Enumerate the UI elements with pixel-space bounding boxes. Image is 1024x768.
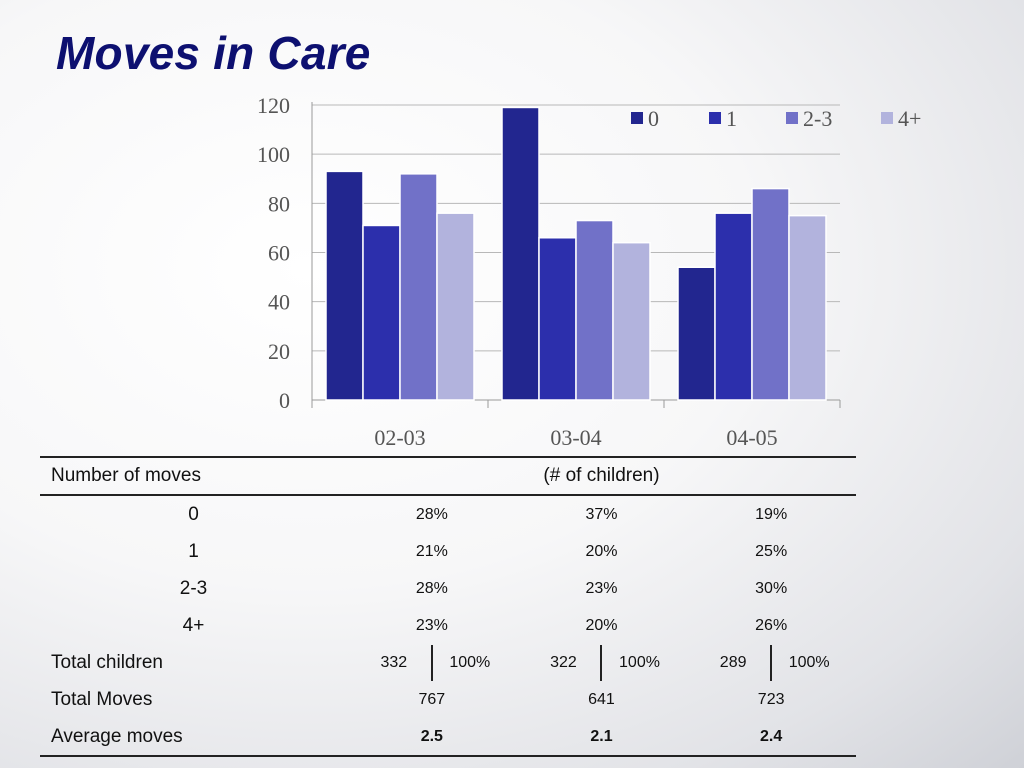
x-tick-label: 03-04 [550, 425, 601, 450]
x-tick-label: 04-05 [726, 425, 777, 450]
bar-1-02-03 [362, 224, 401, 401]
y-tick-label: 20 [268, 339, 290, 364]
children-percent: 100% [449, 653, 491, 671]
table-row: 2-3 28% 23% 30% [40, 570, 856, 607]
table-row: 1 21% 20% 25% [40, 533, 856, 570]
y-tick-label: 40 [268, 290, 290, 315]
children-count: 322 [550, 653, 577, 671]
children-count: 289 [719, 653, 747, 671]
moves-table: Number of moves (# of children) 0 28% 37… [40, 456, 856, 757]
cell-value: 2.5 [420, 727, 443, 745]
cell-value: 641 [588, 690, 615, 708]
bar-0-03-04 [501, 106, 540, 401]
cell-value: 2.4 [760, 727, 783, 745]
cell-split: 289 100% [686, 644, 856, 681]
cell-value: 2.1 [590, 727, 613, 745]
row-label: 2-3 [179, 577, 208, 599]
bar-4+-02-03 [436, 212, 475, 401]
bar-1-04-05 [714, 212, 753, 401]
legend-label-1: 1 [726, 106, 737, 131]
table-row-average-moves: Average moves 2.5 2.1 2.4 [40, 718, 856, 756]
children-percent: 100% [788, 653, 830, 671]
cell-value: 21% [415, 542, 448, 560]
children-percent: 100% [619, 653, 660, 671]
cell-value: 30% [755, 579, 788, 597]
row-label: Total Moves [51, 688, 153, 710]
row-label: Total children [51, 651, 163, 673]
slide-title: Moves in Care [56, 27, 371, 79]
cell-value: 23% [415, 616, 448, 634]
legend-swatch-2-3 [786, 112, 798, 124]
table-row-total-children: Total children 332 100% 322 100% 289 [40, 644, 856, 681]
bar-0-02-03 [325, 170, 364, 401]
row-label: 4+ [182, 614, 205, 636]
bar-chart: 0 20 40 60 80 100 120 02-03 03-04 04-05 0 1 2-3 4+ [257, 93, 921, 450]
header-children-count: (# of children) [543, 465, 660, 486]
cell-value: 20% [585, 542, 618, 560]
cell-value: 26% [755, 616, 788, 634]
cell-divider [770, 644, 773, 681]
legend-label-2-3: 2-3 [803, 106, 832, 131]
row-label: Average moves [51, 725, 183, 747]
cell-split: 332 100% [347, 644, 517, 681]
bar-1-03-04 [538, 237, 577, 401]
cell-value: 25% [755, 542, 788, 560]
row-label: 1 [188, 540, 199, 562]
table-header-row: Number of moves (# of children) [40, 457, 856, 495]
cell-value: 20% [585, 616, 618, 634]
legend-swatch-0 [631, 112, 643, 124]
bar-2-3-04-05 [751, 187, 790, 401]
y-tick-label: 0 [279, 388, 290, 413]
table-row: 4+ 23% 20% 26% [40, 607, 856, 644]
bar-2-3-02-03 [399, 173, 438, 401]
bar-4+-04-05 [788, 214, 827, 401]
legend-label-0: 0 [648, 106, 659, 131]
y-tick-label: 60 [268, 241, 290, 266]
x-tick-label: 02-03 [374, 425, 425, 450]
legend-swatch-1 [709, 112, 721, 124]
table-row-total-moves: Total Moves 767 641 723 [40, 681, 856, 718]
y-tick-label: 120 [257, 93, 290, 118]
cell-value: 37% [585, 505, 618, 523]
legend-swatch-4+ [881, 112, 893, 124]
y-tick-label: 100 [257, 142, 290, 167]
cell-value: 723 [757, 690, 785, 708]
cell-value: 19% [755, 505, 788, 523]
children-count: 332 [380, 653, 408, 671]
cell-value: 23% [585, 579, 618, 597]
bar-2-3-03-04 [575, 219, 614, 401]
row-label: 0 [188, 503, 199, 525]
legend-label-4+: 4+ [898, 106, 921, 131]
cell-divider [430, 644, 433, 681]
table-row: 0 28% 37% 19% [40, 495, 856, 533]
cell-split: 322 100% [517, 644, 687, 681]
header-number-of-moves: Number of moves [51, 465, 201, 486]
bar-4+-03-04 [612, 241, 651, 401]
bar-0-04-05 [677, 266, 716, 401]
cell-value: 28% [415, 505, 448, 523]
cell-value: 28% [415, 579, 448, 597]
y-tick-label: 80 [268, 191, 290, 216]
cell-value: 767 [418, 690, 446, 708]
cell-divider [600, 644, 603, 681]
